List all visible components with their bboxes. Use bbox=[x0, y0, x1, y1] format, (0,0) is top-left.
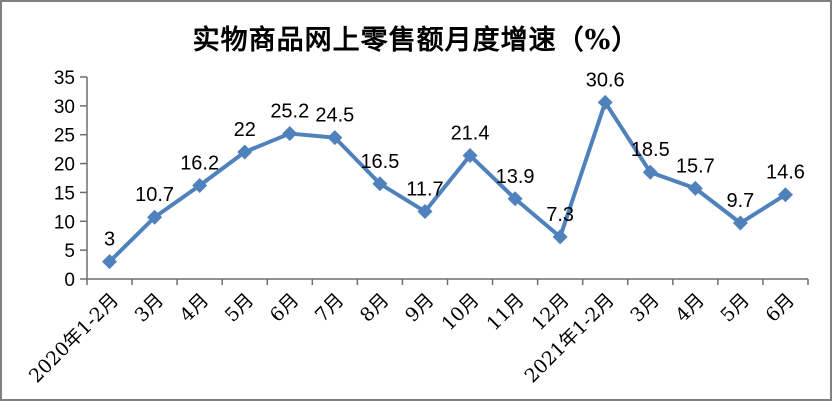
x-tick-label: 10月 bbox=[437, 289, 483, 335]
x-tick-label: 7月 bbox=[311, 289, 349, 327]
data-point-marker bbox=[417, 203, 433, 219]
data-labels: 3 10.7 16.2 22 25.2 24.5 16.5 11.7 21.4 13.9 7.3 30… bbox=[104, 69, 805, 250]
data-point-marker bbox=[327, 130, 343, 146]
x-tick-label: 2020年1-2月 bbox=[25, 289, 123, 387]
axes bbox=[80, 76, 809, 285]
y-tick-label: 10 bbox=[54, 212, 75, 233]
data-label: 24.5 bbox=[315, 105, 354, 127]
data-point-marker bbox=[687, 180, 703, 196]
data-label: 16.5 bbox=[360, 151, 399, 173]
x-tick-label: 9月 bbox=[401, 289, 439, 327]
data-label: 18.5 bbox=[631, 139, 670, 161]
y-tick-label: 5 bbox=[64, 241, 75, 262]
y-tick-label: 0 bbox=[64, 270, 75, 291]
data-label: 21.4 bbox=[451, 122, 490, 144]
y-tick-label: 25 bbox=[54, 126, 75, 147]
data-point-marker bbox=[642, 164, 658, 180]
series-line bbox=[107, 100, 788, 264]
data-label: 11.7 bbox=[406, 178, 443, 200]
x-tick-label: 3月 bbox=[626, 289, 664, 327]
data-label: 3 bbox=[104, 229, 115, 251]
y-axis-labels: 0 5 10 15 20 25 30 35 bbox=[54, 68, 75, 291]
data-point-marker bbox=[597, 94, 613, 110]
x-tick-label: 11月 bbox=[483, 289, 529, 335]
y-tick-label: 15 bbox=[54, 183, 75, 204]
data-point-marker bbox=[777, 187, 793, 203]
data-label: 14.6 bbox=[766, 162, 805, 184]
data-label: 16.2 bbox=[180, 153, 219, 175]
y-tick-label: 30 bbox=[54, 97, 75, 118]
data-label: 7.3 bbox=[546, 204, 574, 226]
data-label: 30.6 bbox=[586, 69, 625, 91]
x-tick-label: 4月 bbox=[176, 289, 214, 327]
data-point-marker bbox=[462, 147, 478, 163]
data-point-marker bbox=[237, 144, 253, 160]
x-axis-labels: 2020年1-2月 3月 4月 5月 6月 7月 8月 9月10月11月12月2021年1-2… bbox=[25, 289, 799, 387]
data-label: 13.9 bbox=[496, 166, 535, 188]
x-tick-label: 3月 bbox=[131, 289, 169, 327]
data-point-marker bbox=[147, 209, 163, 225]
x-tick-label: 4月 bbox=[671, 289, 709, 327]
chart-title: 实物商品网上零售额月度增速（%） bbox=[192, 25, 640, 56]
data-point-marker bbox=[732, 215, 748, 231]
x-tick-label: 6月 bbox=[761, 289, 799, 327]
data-point-marker bbox=[282, 126, 298, 142]
data-point-marker bbox=[507, 191, 523, 207]
series-markers bbox=[102, 94, 793, 270]
data-label: 25.2 bbox=[270, 101, 309, 123]
x-tick-label: 8月 bbox=[356, 289, 394, 327]
x-tick-label: 5月 bbox=[221, 289, 259, 327]
data-label: 10.7 bbox=[135, 184, 174, 206]
x-tick-label: 6月 bbox=[266, 289, 304, 327]
x-tick-label: 5月 bbox=[716, 289, 754, 327]
y-tick-label: 35 bbox=[54, 68, 75, 89]
data-label: 22 bbox=[234, 119, 256, 141]
data-point-marker bbox=[372, 176, 388, 192]
data-point-marker bbox=[192, 178, 208, 194]
data-label: 15.7 bbox=[676, 155, 715, 177]
y-tick-label: 20 bbox=[54, 155, 75, 176]
data-point-marker bbox=[552, 229, 568, 245]
data-label: 9.7 bbox=[727, 190, 755, 212]
